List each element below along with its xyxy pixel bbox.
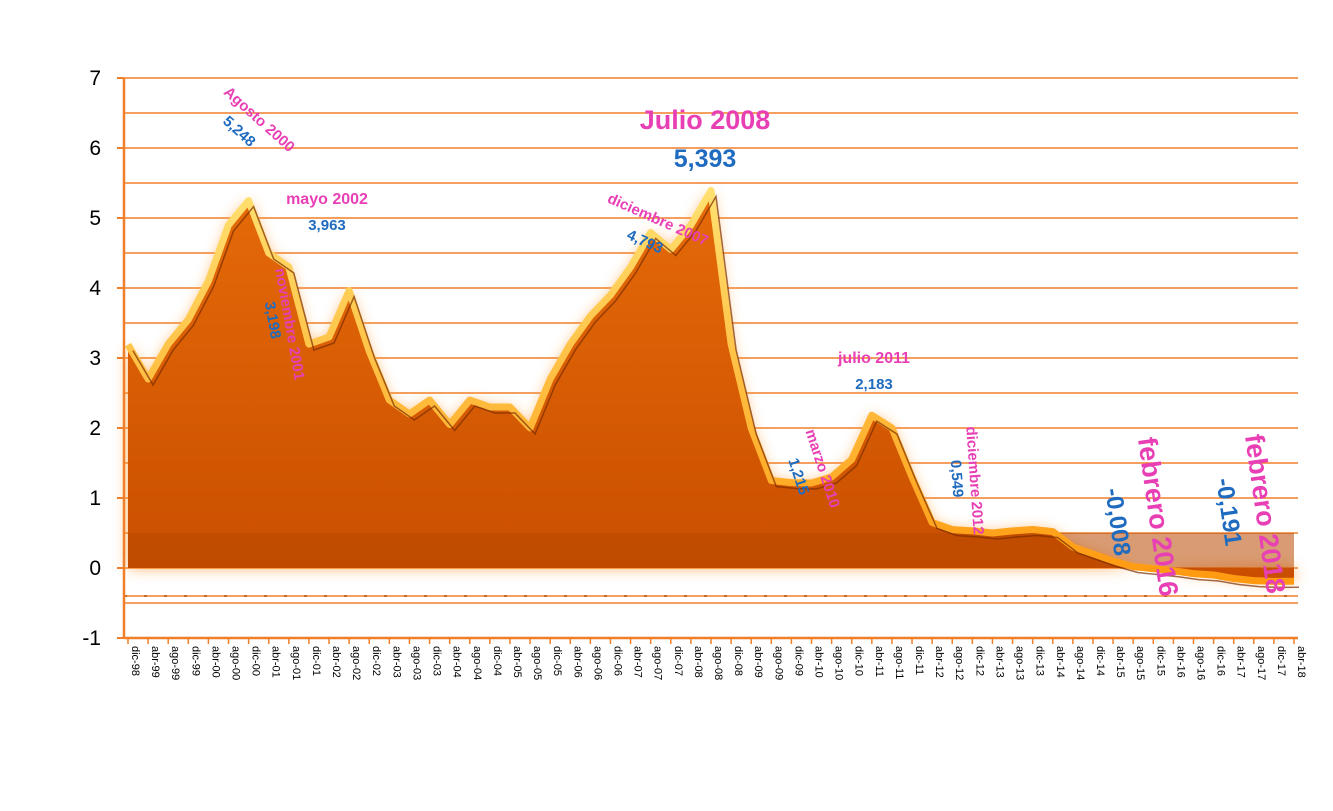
annotation-value: 2,183: [855, 376, 893, 393]
y-tick-label: 5: [89, 207, 101, 230]
x-tick-label: abr-15: [1114, 646, 1126, 678]
x-tick-label: abr-02: [330, 646, 342, 678]
x-tick-label: dic-11: [913, 646, 925, 675]
y-tick-label: 0: [89, 557, 101, 580]
y-tick-label: 4: [89, 277, 101, 300]
annotation-value: 0,549: [947, 459, 967, 498]
annotation-label: Julio 2008: [640, 105, 771, 135]
x-tick-label: dic-08: [732, 646, 744, 676]
x-tick-label: abr-17: [1235, 646, 1247, 678]
y-tick-label: 2: [89, 417, 101, 440]
x-tick-label: abr-13: [993, 646, 1005, 678]
x-tick-label: ago-00: [230, 646, 242, 680]
axes: [117, 77, 1298, 644]
annotation: julio 2011 2,183: [837, 350, 910, 393]
area-series: [124, 187, 1300, 589]
annotation-label: febrero 2016: [1132, 435, 1184, 598]
x-tick-label: ago-08: [712, 646, 724, 680]
x-tick-label: dic-12: [973, 646, 985, 676]
x-tick-label: abr-03: [390, 646, 402, 678]
area-base: [128, 533, 1294, 568]
x-axis-ticks: dic-98 abr-99 ago-99 dic-99 abr-00 ago-00 dic-…: [129, 646, 1307, 680]
x-tick-label: ago-99: [169, 646, 181, 680]
x-tick-label: ago-07: [652, 646, 664, 680]
x-tick-label: ago-12: [953, 646, 965, 680]
x-tick-label: abr-14: [1054, 646, 1066, 678]
x-tick-label: dic-03: [431, 646, 443, 676]
x-tick-label: dic-99: [189, 646, 201, 676]
annotation: febrero 2016-0,008: [1099, 435, 1184, 598]
y-tick-label: 1: [89, 487, 101, 510]
x-tick-label: ago-16: [1194, 646, 1206, 680]
x-tick-label: ago-05: [531, 646, 543, 680]
x-tick-label: abr-12: [933, 646, 945, 678]
x-tick-label: dic-98: [129, 646, 141, 676]
x-tick-label: dic-13: [1034, 646, 1046, 676]
x-tick-label: dic-10: [853, 646, 865, 676]
area-fill: [128, 190, 1294, 582]
x-tick-label: abr-99: [149, 646, 161, 678]
x-tick-label: dic-05: [551, 646, 563, 676]
x-tick-label: dic-02: [370, 646, 382, 676]
area-ridge: [124, 187, 1295, 585]
x-tick-label: dic-14: [1094, 646, 1106, 676]
x-tick-label: ago-11: [893, 646, 905, 679]
x-tick-label: abr-18: [1295, 646, 1307, 678]
x-tick-label: abr-07: [632, 646, 644, 678]
x-tick-label: ago-01: [290, 646, 302, 680]
x-tick-label: ago-15: [1134, 646, 1146, 680]
annotation-label: mayo 2002: [286, 191, 368, 208]
x-tick-label: dic-09: [792, 646, 804, 676]
annotation: Julio 2008 5,393: [640, 105, 771, 173]
x-tick-label: dic-17: [1275, 646, 1287, 676]
x-tick-label: abr-00: [209, 646, 221, 678]
x-tick-label: ago-14: [1074, 646, 1086, 680]
x-tick-label: abr-08: [692, 646, 704, 678]
y-axis-ticks: -1 0 1 2 3 4 5 6 7: [82, 67, 101, 650]
area-ridge-shadow: [132, 194, 1300, 589]
annotation-value: 3,963: [308, 217, 346, 234]
annotation-value: 3,198: [261, 300, 284, 340]
x-tick-label: ago-17: [1255, 646, 1267, 680]
x-tick-label: dic-00: [250, 646, 262, 676]
x-tick-label: ago-10: [833, 646, 845, 680]
x-tick-label: abr-05: [511, 646, 523, 678]
x-tick-label: dic-16: [1215, 646, 1227, 676]
x-tick-label: abr-10: [813, 646, 825, 678]
x-tick-label: abr-11: [873, 646, 885, 677]
annotation-value: 5,393: [674, 145, 737, 173]
x-tick-label: abr-06: [571, 646, 583, 678]
x-tick-label: abr-16: [1174, 646, 1186, 678]
x-tick-label: ago-13: [1014, 646, 1026, 680]
x-tick-label: ago-04: [471, 646, 483, 680]
y-tick-label: 6: [89, 137, 101, 160]
x-tick-label: abr-04: [451, 646, 463, 678]
x-tick-label: abr-09: [752, 646, 764, 678]
annotation: mayo 2002 3,963: [286, 191, 368, 234]
x-tick-label: ago-02: [350, 646, 362, 680]
x-tick-label: ago-06: [591, 646, 603, 680]
x-tick-label: dic-15: [1154, 646, 1166, 676]
y-tick-label: -1: [82, 627, 101, 650]
x-tick-label: dic-06: [611, 646, 623, 676]
x-tick-label: ago-09: [772, 646, 784, 680]
y-tick-label: 3: [89, 347, 101, 370]
x-tick-label: dic-01: [310, 646, 322, 676]
x-tick-label: dic-04: [491, 646, 503, 676]
x-tick-label: dic-07: [672, 646, 684, 676]
annotation-label: julio 2011: [837, 350, 910, 367]
x-tick-label: ago-03: [410, 646, 422, 680]
y-tick-label: 7: [89, 67, 101, 90]
x-tick-label: abr-01: [270, 646, 282, 678]
